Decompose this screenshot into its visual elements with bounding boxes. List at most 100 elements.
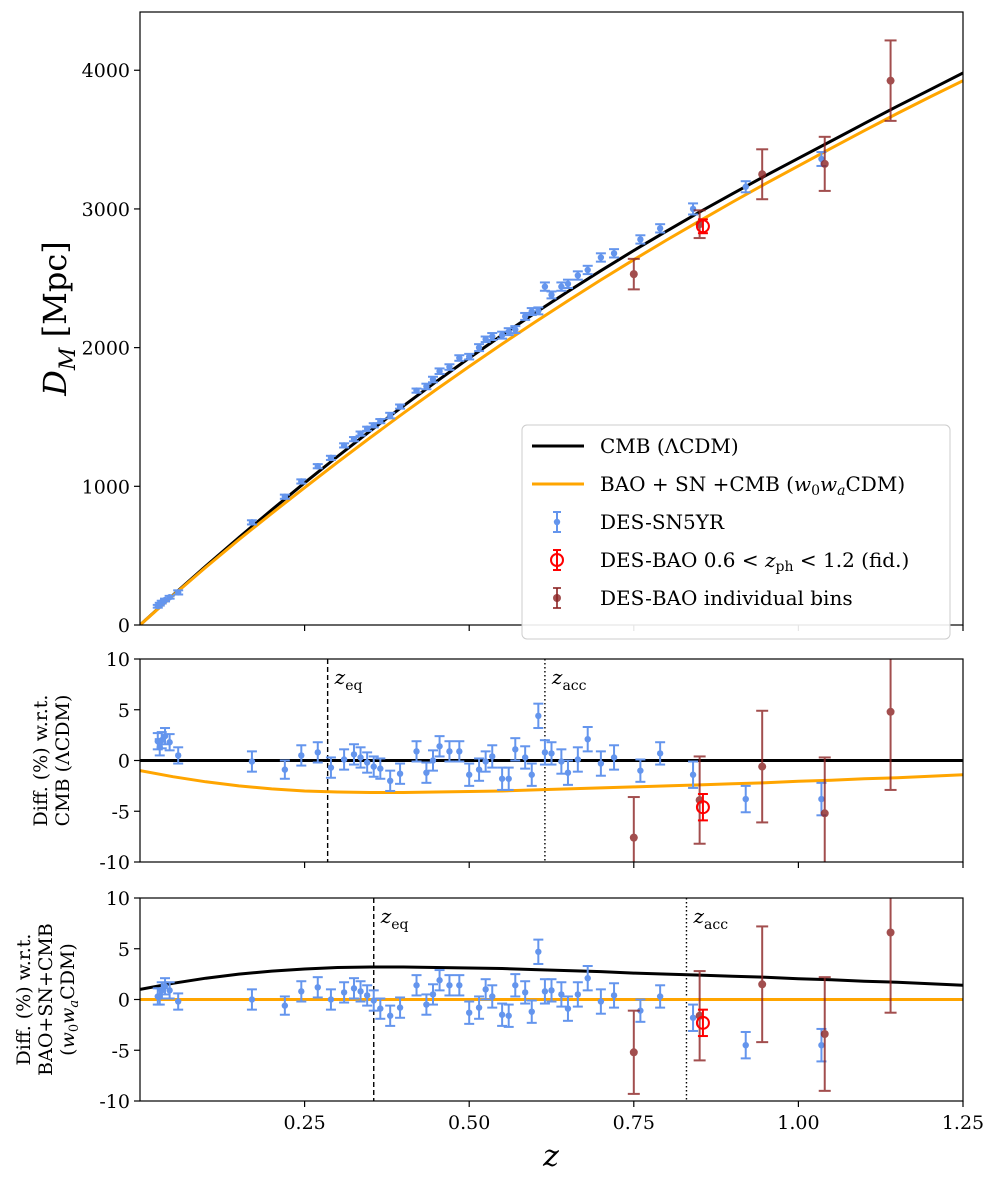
sn-point-marker [436, 368, 443, 375]
sn-point [609, 982, 620, 1009]
fit-curve [140, 769, 963, 794]
sn-point-marker [548, 750, 555, 757]
bao-bin-point-marker [758, 170, 767, 179]
sn-point-marker [521, 989, 529, 996]
sn-point [556, 981, 567, 1008]
sn-point-marker [281, 1002, 289, 1009]
sn-point [395, 996, 406, 1019]
y-tick-label: 10 [106, 888, 130, 910]
sn-point-marker [363, 759, 371, 766]
zeq-label: zeq [380, 904, 409, 933]
sn-point-marker [564, 1005, 572, 1012]
sn-point [539, 978, 550, 1005]
sn-point-marker [541, 283, 549, 290]
bao-bin-point [818, 756, 831, 862]
x-axis-label: z [542, 1139, 559, 1174]
sn-point-marker [357, 430, 364, 437]
bao-bin-point [884, 659, 897, 791]
bao-bin-point [884, 898, 897, 1014]
sn-point [444, 740, 455, 763]
y-axis-label-line: BAO+SN+CMB [35, 923, 57, 1076]
sn-point-marker [174, 752, 182, 759]
sn-point-marker [456, 982, 463, 989]
sn-point [454, 740, 465, 763]
zacc-label: zacc [692, 904, 728, 933]
sn-point-marker [574, 756, 582, 763]
sn-point-marker [327, 454, 335, 462]
sn-point-marker [298, 988, 305, 995]
sn-point [312, 463, 323, 470]
bao-bin-point-marker [886, 928, 895, 937]
sn-point-marker [396, 1004, 404, 1011]
sn-point-marker [521, 754, 529, 761]
sn-point-marker [166, 987, 173, 994]
sn-point [173, 746, 184, 765]
sn-point-marker [350, 435, 358, 443]
sn-point [497, 1002, 508, 1027]
sn-point-marker [475, 1004, 483, 1011]
sn-point [411, 387, 422, 394]
y-axis-label-line: CMB (ΛCDM) [52, 695, 74, 827]
sn-point-marker [386, 777, 394, 784]
sn-point [325, 454, 336, 462]
sn-point [395, 762, 406, 785]
sn-point [546, 290, 557, 300]
sn-point [533, 306, 544, 316]
sn-point [434, 735, 445, 758]
sn-point-marker [466, 1009, 473, 1016]
sn-point-marker [512, 746, 519, 753]
y-axis-label-line: Diff. (%) w.r.t. [13, 934, 35, 1066]
sn-point [173, 589, 184, 596]
bao-bin-point [627, 796, 640, 862]
sn-point-marker [548, 291, 555, 299]
legend-label: DES-BAO individual bins [600, 586, 853, 610]
sn-point-marker [350, 751, 358, 758]
legend-item-sn: DES-SN5YR [553, 510, 725, 534]
x-tick-label: 0.25 [283, 1112, 325, 1134]
sn-point [434, 969, 445, 992]
sn-point-marker [637, 767, 644, 774]
sn-point [454, 974, 465, 997]
sn-point-marker [396, 403, 404, 410]
sn-point [444, 363, 455, 371]
sn-point [164, 733, 175, 752]
sn-point-marker [528, 308, 535, 315]
panel-diff-fit: -10 -5 0 5 10 0.25 0.50 0.75 1.00 1.25 z zeq zacc Dif… [13, 888, 984, 1174]
y-tick-label: -5 [111, 801, 130, 823]
sn-point-marker [574, 272, 582, 279]
legend-label: DES-SN5YR [600, 510, 725, 534]
sn-point [421, 993, 432, 1016]
sn-point [164, 981, 175, 1000]
sn-point-marker [423, 1001, 430, 1008]
sn-point-marker [456, 354, 463, 362]
sn-point-marker [429, 991, 437, 998]
y-axis-label: Diff. (%) w.r.t. BAO+SN+CMB (w0waCDM) [13, 923, 82, 1076]
sn-point [582, 264, 593, 276]
panel-dm: 0 1000 2000 3000 4000 DM [Mpc] CMB (ΛCDM) BAO +… [36, 11, 964, 640]
sn-point [655, 223, 666, 234]
y-axis-label: Diff. (%) w.r.t. CMB (ΛCDM) [30, 695, 74, 827]
sn-point-marker [610, 992, 618, 999]
sn-point-marker [166, 739, 173, 746]
sn-point-marker [656, 750, 664, 757]
sn-point [464, 762, 475, 787]
sn-point [348, 977, 359, 1000]
sn-point-marker [689, 1014, 697, 1021]
bao-bin-point [818, 976, 831, 1092]
sn-point [296, 744, 307, 767]
y-axis-label-line: (w0waCDM) [57, 943, 82, 1056]
sn-point [385, 1004, 396, 1027]
sn-point-marker [610, 754, 618, 761]
sn-point-marker [482, 986, 489, 993]
x-tick-label: 0.75 [613, 1112, 655, 1134]
sn-point [520, 311, 531, 321]
bao-bin-point-marker [886, 707, 895, 716]
sn-point-marker [413, 387, 420, 394]
sn-point-marker [436, 977, 443, 984]
sn-point-marker [597, 254, 605, 261]
y-tick-label: -5 [111, 1040, 130, 1062]
sn-point [474, 995, 485, 1020]
sn-point [355, 980, 366, 1003]
sn-point-marker [429, 757, 437, 764]
legend-item-fit: BAO + SN +CMB (w0waCDM) [532, 472, 905, 499]
